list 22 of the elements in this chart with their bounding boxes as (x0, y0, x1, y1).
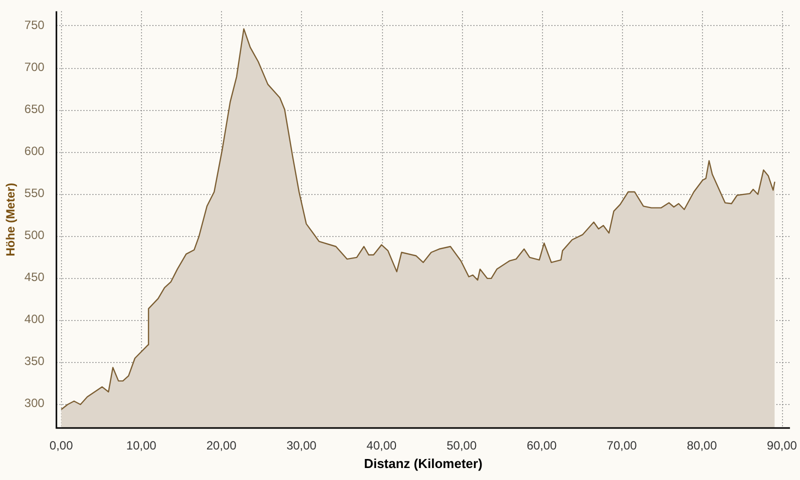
x-tick-label: 90,00 (766, 438, 798, 453)
y-tick-label: 700 (24, 60, 45, 74)
y-tick-label: 450 (24, 270, 45, 284)
y-tick-label: 650 (24, 102, 45, 116)
x-tick-label: 10,00 (126, 438, 157, 453)
x-tick-label: 50,00 (446, 438, 477, 453)
x-tick-label: 30,00 (286, 438, 317, 453)
y-axis-title: Höhe (Meter) (4, 182, 18, 256)
x-tick-label: 0,00 (50, 438, 74, 453)
y-tick-label: 400 (24, 312, 45, 326)
y-tick-label: 500 (24, 228, 45, 242)
y-tick-label: 750 (24, 18, 45, 32)
x-tick-label: 40,00 (366, 438, 397, 453)
x-tick-label: 80,00 (686, 438, 718, 453)
x-tick-label: 60,00 (526, 438, 558, 453)
x-tick-label: 20,00 (206, 438, 237, 453)
x-tick-label: 70,00 (606, 438, 638, 453)
y-tick-label: 550 (24, 186, 45, 200)
x-axis-title: Distanz (Kilometer) (364, 456, 482, 471)
y-tick-label: 300 (24, 396, 45, 410)
y-tick-label: 600 (24, 144, 45, 158)
y-tick-label: 350 (24, 354, 45, 368)
